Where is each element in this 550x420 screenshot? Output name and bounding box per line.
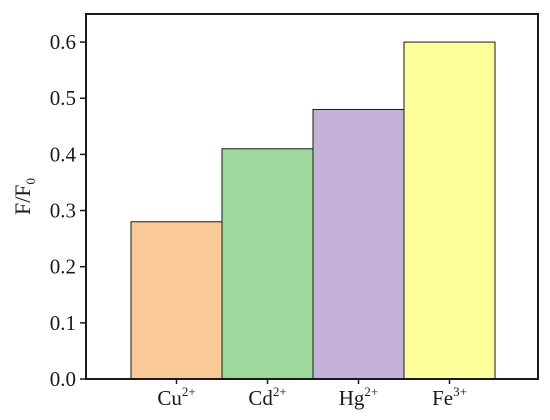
x-tick-label-superscript: 3+	[453, 384, 467, 399]
y-tick-label: 0.0	[50, 367, 76, 391]
x-tick-label-superscript: 2+	[273, 384, 287, 399]
x-tick-label: Hg2+	[339, 384, 379, 410]
y-tick-label: 0.4	[50, 142, 77, 166]
y-tick-label: 0.3	[50, 199, 76, 223]
x-tick-label: Fe3+	[432, 384, 467, 410]
y-tick-label: 0.5	[50, 86, 76, 110]
y-tick-label: 0.1	[50, 311, 76, 335]
bar-hg	[312, 108, 405, 380]
bars-group	[130, 41, 496, 380]
plot-frame	[85, 13, 539, 380]
x-tick-label-base: Fe	[432, 386, 453, 410]
bar-fe	[403, 41, 496, 380]
x-tick-label-superscript: 2+	[182, 384, 196, 399]
x-tick-label-superscript: 2+	[364, 384, 378, 399]
x-axis-ticks: Cu2+ Cd2+ Hg2+ Fe3+	[157, 379, 467, 410]
x-tick-label: Cu2+	[157, 384, 195, 410]
y-axis-label-main: F/F	[10, 184, 35, 215]
y-axis-label-subscript: 0	[23, 178, 38, 185]
bar-cu	[130, 221, 223, 380]
x-tick-label-base: Cd	[248, 386, 273, 410]
y-axis-ticks: 0.0 0.1 0.2 0.3 0.4 0.5 0.6	[50, 30, 86, 391]
x-tick-label-base: Hg	[339, 386, 365, 410]
x-tick-label-base: Cu	[157, 386, 182, 410]
y-tick-label: 0.2	[50, 255, 76, 279]
y-tick-label: 0.6	[50, 30, 76, 54]
bar-cd	[221, 148, 314, 380]
y-axis-label: F/F0	[10, 178, 38, 215]
x-tick-label: Cd2+	[248, 384, 286, 410]
